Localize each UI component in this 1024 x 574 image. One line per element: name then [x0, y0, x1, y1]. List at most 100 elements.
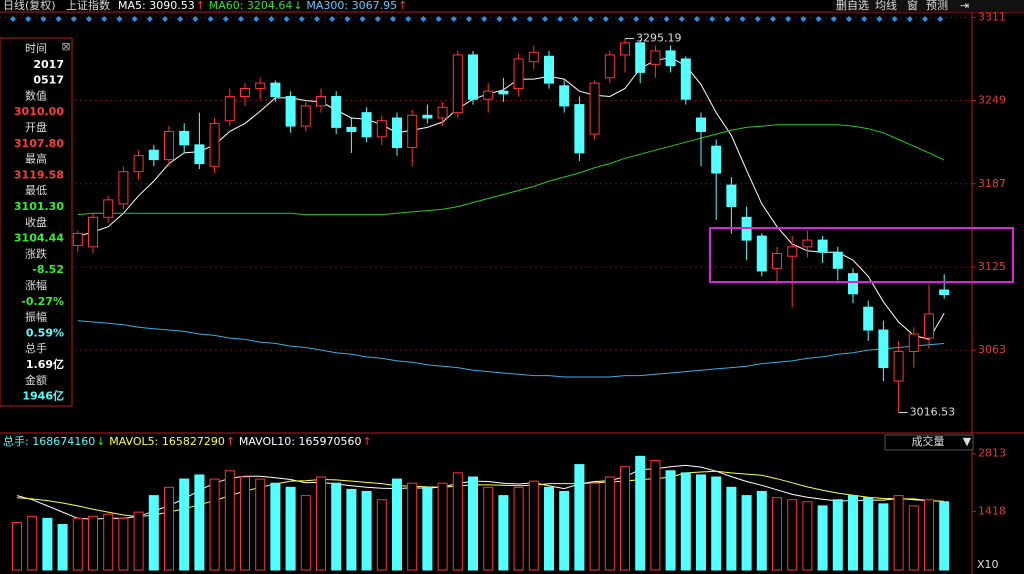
toolbar-button[interactable]: 删自选 — [836, 0, 869, 12]
event-marker — [162, 16, 168, 22]
info-label: 最低 — [25, 184, 47, 197]
info-label: 时间 — [25, 42, 47, 55]
event-marker — [542, 16, 548, 22]
toolbar-button[interactable]: 窗 — [907, 0, 918, 12]
info-label: 涨跌 — [25, 246, 47, 260]
candle-body — [361, 112, 372, 138]
candle-body — [148, 149, 159, 161]
volume-bar — [300, 495, 311, 571]
y-tick-label: 3187 — [978, 177, 1006, 190]
candle-body — [316, 96, 326, 107]
y-tick-label: 3125 — [978, 260, 1006, 273]
y-tick-label: 3249 — [978, 94, 1006, 107]
event-marker — [785, 16, 792, 22]
dropdown-arrow[interactable]: ▼ — [963, 435, 972, 448]
event-marker — [800, 16, 807, 22]
volume-bar — [103, 513, 114, 571]
candle-body — [832, 251, 843, 269]
event-marker — [466, 16, 472, 22]
volume-bar — [848, 495, 858, 571]
candle-body — [772, 253, 782, 269]
volume-bar — [696, 474, 706, 571]
info-label: 振幅 — [25, 310, 47, 324]
event-marker — [861, 16, 868, 22]
dropdown-label[interactable]: 成交量 — [912, 434, 945, 448]
volume-bar — [57, 524, 68, 571]
info-value: 3119.58 — [14, 168, 64, 181]
volume-bar — [118, 517, 129, 571]
volume-bar — [635, 455, 646, 571]
event-marker — [937, 16, 944, 22]
volume-bar — [72, 517, 83, 571]
candle-body — [452, 54, 463, 114]
info-label: 开盘 — [25, 120, 47, 134]
candle-body — [468, 54, 478, 100]
volume-bar — [240, 476, 250, 571]
event-marker — [25, 16, 32, 22]
highlight-box — [709, 227, 1014, 283]
close-icon[interactable]: ⊠ — [61, 40, 70, 53]
info-value: -8.52 — [32, 263, 64, 276]
event-marker — [526, 16, 533, 22]
volume-bar — [407, 482, 418, 571]
candle-body — [300, 105, 311, 127]
y-tick-label: 1418 — [978, 504, 1006, 517]
volume-bar — [316, 476, 326, 571]
event-marker — [344, 16, 351, 22]
candle-body — [209, 122, 220, 167]
event-marker — [450, 16, 457, 22]
event-marker — [694, 16, 700, 22]
info-label: 最高 — [25, 152, 47, 166]
info-value: 3101.30 — [14, 200, 64, 213]
event-marker — [192, 16, 199, 22]
volume-bar — [270, 482, 281, 571]
info-value: 1.69亿 — [26, 357, 64, 371]
volume-bar — [12, 521, 22, 571]
event-marker — [131, 16, 138, 22]
event-marker — [55, 16, 62, 22]
candle-body — [164, 130, 174, 161]
candle-body — [118, 171, 129, 205]
volume-bar — [817, 505, 828, 571]
y-tick-label: 2813 — [978, 447, 1006, 460]
candle-body — [665, 50, 676, 67]
info-value: 0517 — [33, 74, 64, 87]
volume-bar — [513, 486, 524, 571]
event-marker — [678, 16, 685, 22]
volume-bar — [346, 488, 357, 571]
toolbar-button[interactable]: 均线 — [875, 0, 897, 12]
candle-body — [240, 87, 250, 98]
dropdown[interactable] — [884, 434, 974, 451]
volume-bar — [255, 478, 266, 571]
volume-arrow: ↓ — [96, 435, 105, 448]
volume-bar — [772, 497, 782, 571]
candle-body — [270, 82, 281, 98]
event-marker — [754, 16, 761, 22]
volume-bar — [164, 486, 174, 571]
toolbar-button[interactable]: 预测 — [926, 0, 948, 12]
event-marker — [633, 16, 640, 22]
ma-arrow: ↓ — [293, 0, 302, 12]
ma-arrow: ↑ — [398, 0, 407, 12]
volume-bar — [604, 476, 615, 571]
info-value: 1946亿 — [22, 389, 64, 403]
lines-layer — [16, 57, 945, 520]
ma-line — [77, 124, 945, 216]
candle-body — [498, 90, 509, 95]
info-value: 3104.44 — [14, 232, 64, 245]
event-marker — [846, 16, 852, 22]
volume-label: MAVOL10: 165970560 — [239, 435, 362, 448]
event-marker — [177, 16, 184, 22]
ma-arrow: ↑ — [196, 0, 205, 12]
y-tick-label: 3063 — [978, 343, 1006, 356]
event-marker — [207, 16, 214, 22]
candle-body — [437, 106, 448, 119]
candle-body — [863, 306, 874, 331]
volume-bar — [194, 474, 205, 571]
exit-icon[interactable]: ⇥ — [960, 0, 969, 12]
info-label: 总手 — [25, 341, 47, 355]
volume-bar — [392, 478, 402, 571]
volume-bar — [148, 495, 159, 571]
ma-line — [77, 320, 945, 378]
